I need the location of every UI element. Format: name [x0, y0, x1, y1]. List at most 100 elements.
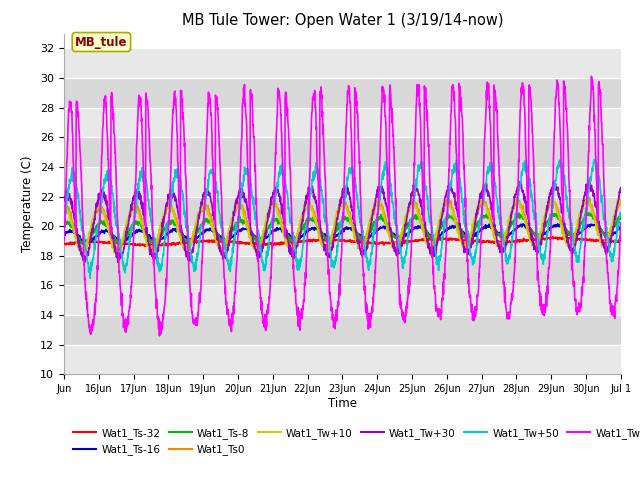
Wat1_Ts-16: [60, 230, 68, 236]
Wat1_Tw+10: [202, 203, 209, 208]
Bar: [64, 286, 621, 315]
Wat1_Tw+10: [353, 239, 361, 245]
Wat1_Ts-8: [584, 212, 591, 217]
Wat1_Ts-32: [584, 237, 591, 243]
Wat1_Ts-32: [587, 238, 595, 243]
Wat1_Ts-16: [587, 221, 595, 227]
Wat1_Ts-16: [519, 221, 527, 227]
Wat1_Tw+30: [584, 184, 591, 190]
Bar: [64, 167, 621, 197]
Wat1_Tw100: [588, 73, 595, 79]
Line: Wat1_Tw+30: Wat1_Tw+30: [64, 180, 621, 263]
X-axis label: Time: Time: [328, 397, 357, 410]
Line: Wat1_Ts-8: Wat1_Ts-8: [64, 213, 621, 245]
Wat1_Tw+30: [262, 222, 270, 228]
Wat1_Tw+10: [60, 204, 68, 209]
Line: Wat1_Ts-32: Wat1_Ts-32: [64, 237, 621, 246]
Wat1_Ts0: [262, 220, 270, 226]
Wat1_Ts-8: [585, 210, 593, 216]
Wat1_Tw+50: [86, 276, 94, 281]
Wat1_Tw+50: [617, 212, 625, 218]
Line: Wat1_Tw+10: Wat1_Tw+10: [64, 198, 621, 253]
Wat1_Ts-32: [353, 239, 361, 245]
Wat1_Ts-32: [141, 243, 148, 249]
Bar: [64, 78, 621, 108]
Wat1_Ts-32: [60, 240, 68, 246]
Wat1_Tw100: [156, 333, 163, 339]
Wat1_Ts-32: [241, 241, 248, 247]
Wat1_Ts-32: [262, 241, 270, 247]
Wat1_Ts0: [586, 195, 593, 201]
Wat1_Tw+30: [353, 239, 361, 245]
Wat1_Ts0: [60, 204, 68, 210]
Wat1_Ts-8: [262, 228, 270, 234]
Line: Wat1_Tw+50: Wat1_Tw+50: [64, 159, 621, 278]
Wat1_Tw+10: [584, 197, 591, 203]
Wat1_Ts-32: [559, 234, 566, 240]
Wat1_Ts-16: [241, 226, 248, 232]
Wat1_Tw+10: [513, 195, 520, 201]
Text: MB_tule: MB_tule: [75, 36, 127, 48]
Bar: [64, 197, 621, 226]
Wat1_Tw+50: [353, 192, 361, 197]
Wat1_Tw+30: [617, 185, 625, 191]
Wat1_Tw+30: [114, 260, 122, 265]
Bar: [64, 48, 621, 78]
Wat1_Ts-8: [587, 212, 595, 217]
Wat1_Ts-16: [202, 227, 209, 232]
Bar: [64, 137, 621, 167]
Y-axis label: Temperature (C): Temperature (C): [22, 156, 35, 252]
Wat1_Ts-16: [584, 222, 591, 228]
Wat1_Tw+30: [241, 199, 248, 205]
Bar: [64, 315, 621, 345]
Wat1_Tw100: [60, 232, 68, 238]
Wat1_Tw100: [202, 176, 209, 182]
Wat1_Ts-8: [241, 220, 248, 226]
Wat1_Ts0: [353, 239, 361, 245]
Wat1_Ts-8: [116, 242, 124, 248]
Wat1_Tw+10: [241, 216, 248, 222]
Wat1_Ts-16: [353, 231, 361, 237]
Wat1_Ts0: [79, 251, 87, 257]
Line: Wat1_Ts-16: Wat1_Ts-16: [64, 224, 621, 242]
Wat1_Tw100: [587, 98, 595, 104]
Wat1_Tw+30: [202, 186, 209, 192]
Wat1_Tw100: [241, 91, 248, 97]
Wat1_Tw+50: [241, 166, 248, 172]
Bar: [64, 256, 621, 286]
Wat1_Tw+50: [584, 197, 591, 203]
Legend: Wat1_Ts-32, Wat1_Ts-16, Wat1_Ts-8, Wat1_Ts0, Wat1_Tw+10, Wat1_Tw+30, Wat1_Tw+50,: Wat1_Ts-32, Wat1_Ts-16, Wat1_Ts-8, Wat1_…: [69, 424, 640, 459]
Wat1_Ts-8: [353, 231, 361, 237]
Wat1_Ts-16: [617, 224, 625, 230]
Wat1_Tw+10: [110, 250, 118, 256]
Wat1_Tw+50: [60, 222, 68, 228]
Wat1_Ts-8: [60, 222, 68, 228]
Wat1_Tw+30: [586, 177, 593, 182]
Wat1_Tw+10: [587, 205, 595, 211]
Wat1_Tw+50: [262, 248, 270, 254]
Wat1_Tw+10: [262, 213, 270, 219]
Wat1_Tw+10: [617, 200, 625, 205]
Wat1_Ts-16: [262, 233, 270, 239]
Wat1_Tw+30: [60, 198, 68, 204]
Line: Wat1_Tw100: Wat1_Tw100: [64, 76, 621, 336]
Wat1_Tw+30: [587, 183, 595, 189]
Wat1_Ts0: [617, 196, 625, 202]
Wat1_Ts0: [587, 203, 595, 208]
Wat1_Ts-32: [202, 238, 209, 244]
Bar: [64, 108, 621, 137]
Wat1_Ts-8: [202, 218, 209, 224]
Wat1_Tw+50: [591, 156, 598, 162]
Bar: [64, 226, 621, 256]
Wat1_Tw100: [353, 109, 361, 115]
Wat1_Tw+50: [587, 174, 595, 180]
Wat1_Tw100: [617, 221, 625, 227]
Wat1_Ts0: [202, 203, 209, 209]
Title: MB Tule Tower: Open Water 1 (3/19/14-now): MB Tule Tower: Open Water 1 (3/19/14-now…: [182, 13, 503, 28]
Wat1_Tw100: [262, 324, 270, 330]
Line: Wat1_Ts0: Wat1_Ts0: [64, 198, 621, 254]
Wat1_Ts0: [584, 196, 591, 202]
Wat1_Ts0: [241, 208, 248, 214]
Bar: [64, 345, 621, 374]
Wat1_Ts-16: [154, 240, 161, 245]
